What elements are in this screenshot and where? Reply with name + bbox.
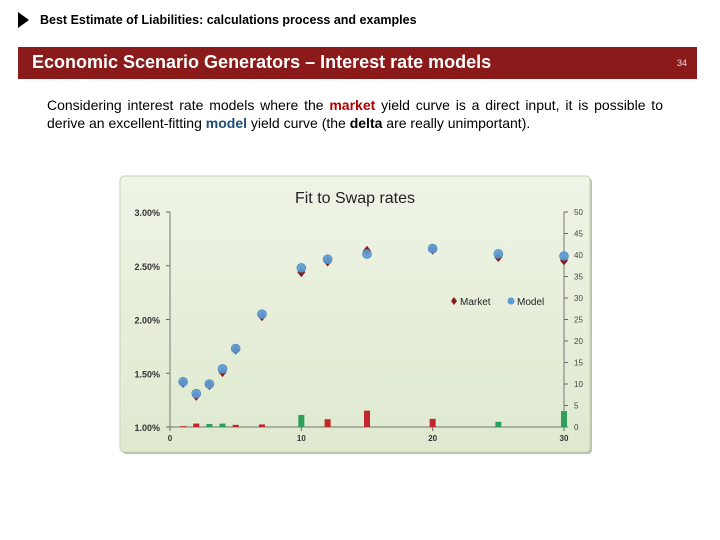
bullet-triangle-icon: [18, 12, 29, 28]
delta-bar: [495, 421, 502, 427]
delta-bar: [219, 423, 226, 427]
chart-title: Fit to Swap rates: [295, 190, 415, 207]
data-points: [178, 243, 569, 401]
y-left-tick-label: 2.50%: [134, 262, 160, 272]
y-left-tick-label: 2.00%: [134, 316, 160, 326]
y-left-tick-label: 1.00%: [134, 423, 160, 433]
y-left-tick-label: 1.50%: [134, 369, 160, 379]
x-tick-label: 20: [428, 434, 437, 443]
banner-title: Economic Scenario Generators – Interest …: [32, 52, 492, 72]
page-number: 34: [676, 58, 687, 68]
keyword-delta: delta: [349, 115, 383, 131]
delta-bar: [232, 424, 239, 427]
model-point: [178, 377, 188, 387]
delta-bar: [206, 423, 213, 427]
delta-bar: [561, 411, 567, 427]
delta-bar: [324, 419, 331, 427]
chart-axes: 3.00%2.50%2.00%1.50%1.00%504540353025201…: [134, 208, 583, 443]
section-banner: Economic Scenario Generators – Interest …: [18, 47, 697, 79]
x-tick-label: 0: [168, 434, 173, 443]
model-point: [230, 343, 241, 354]
chart-container: Fit to Swap rates 3.00% 2.50% 2.00% 1.50% 1.…: [118, 174, 594, 456]
y-right-tick-label: 50: [574, 208, 583, 217]
model-point: [493, 249, 504, 259]
model-point: [191, 388, 202, 399]
delta-bar: [429, 418, 436, 427]
legend-market-label: Market: [460, 297, 491, 308]
body-text-part1: Considering interest rate models where t…: [47, 97, 330, 113]
y-right-tick-label: 35: [574, 273, 583, 282]
body-text-part3: yield curve (the: [247, 115, 350, 131]
delta-bar: [364, 410, 370, 427]
delta-bar: [193, 423, 200, 427]
x-tick-label: 30: [560, 434, 569, 443]
model-point: [257, 309, 267, 319]
delta-bars: [180, 410, 567, 427]
body-paragraph: Considering interest rate models where t…: [47, 96, 663, 132]
fit-to-swap-rates-chart: Fit to Swap rates 3.00% 2.50% 2.00% 1.50% 1.…: [119, 175, 592, 454]
delta-bar: [258, 424, 265, 427]
legend-model-marker: [507, 297, 515, 305]
delta-bar: [298, 414, 305, 427]
model-point: [559, 251, 569, 261]
model-point: [204, 379, 215, 389]
chart-legend: Market Model: [451, 297, 544, 308]
y-right-tick-label: 0: [574, 423, 579, 432]
keyword-market: market: [329, 97, 376, 113]
body-text-part4: are really unimportant).: [382, 115, 531, 131]
model-point: [296, 263, 307, 273]
y-right-tick-label: 40: [574, 251, 583, 260]
legend-market-marker: [451, 297, 457, 305]
body-text-part2: yield curve is a direct input, it is pos…: [47, 97, 663, 131]
model-point: [217, 364, 228, 374]
y-right-tick-label: 15: [574, 359, 583, 368]
chart-background: [119, 175, 591, 453]
y-right-tick-label: 45: [574, 230, 583, 239]
y-right-tick-label: 25: [574, 316, 583, 325]
y-right-tick-label: 30: [574, 294, 583, 303]
y-right-tick-label: 20: [574, 337, 583, 346]
y-left-tick-label: 3.00%: [134, 208, 160, 218]
model-point: [362, 249, 372, 259]
x-tick-label: 10: [297, 434, 306, 443]
legend-model-label: Model: [517, 297, 544, 308]
delta-bar: [180, 426, 187, 427]
model-point: [427, 243, 438, 254]
model-point: [322, 254, 333, 265]
keyword-model: model: [205, 115, 247, 131]
slide-header-title: Best Estimate of Liabilities: calculatio…: [40, 13, 417, 27]
y-right-tick-label: 5: [574, 402, 579, 411]
y-right-tick-label: 10: [574, 380, 583, 389]
